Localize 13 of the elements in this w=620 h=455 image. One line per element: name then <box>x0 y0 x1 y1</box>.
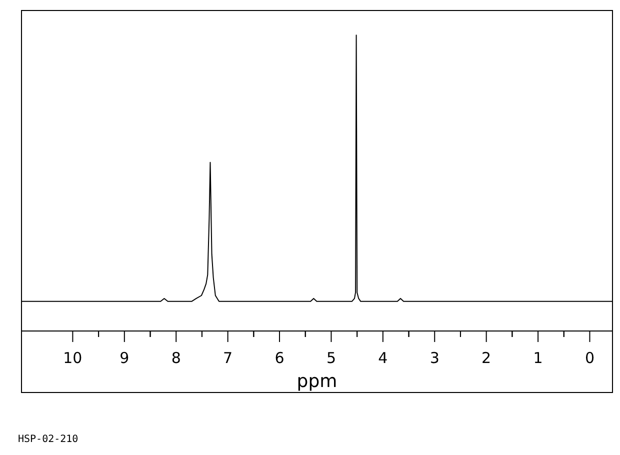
x-tick-label: 2 <box>482 349 492 367</box>
x-tick-label: 3 <box>430 349 440 367</box>
x-tick-label: 9 <box>120 349 130 367</box>
x-tick-label: 4 <box>378 349 388 367</box>
x-tick-label: 10 <box>63 349 82 367</box>
x-tick-label: 5 <box>326 349 336 367</box>
x-tick-label: 7 <box>223 349 233 367</box>
x-tick-label: 0 <box>584 349 595 367</box>
x-axis-title: ppm <box>296 371 338 392</box>
x-tick-label: 8 <box>171 349 181 367</box>
x-tick-label: 6 <box>274 349 284 367</box>
text: HSP-02-210 <box>18 434 78 445</box>
x-tick-label: 1 <box>533 349 543 367</box>
